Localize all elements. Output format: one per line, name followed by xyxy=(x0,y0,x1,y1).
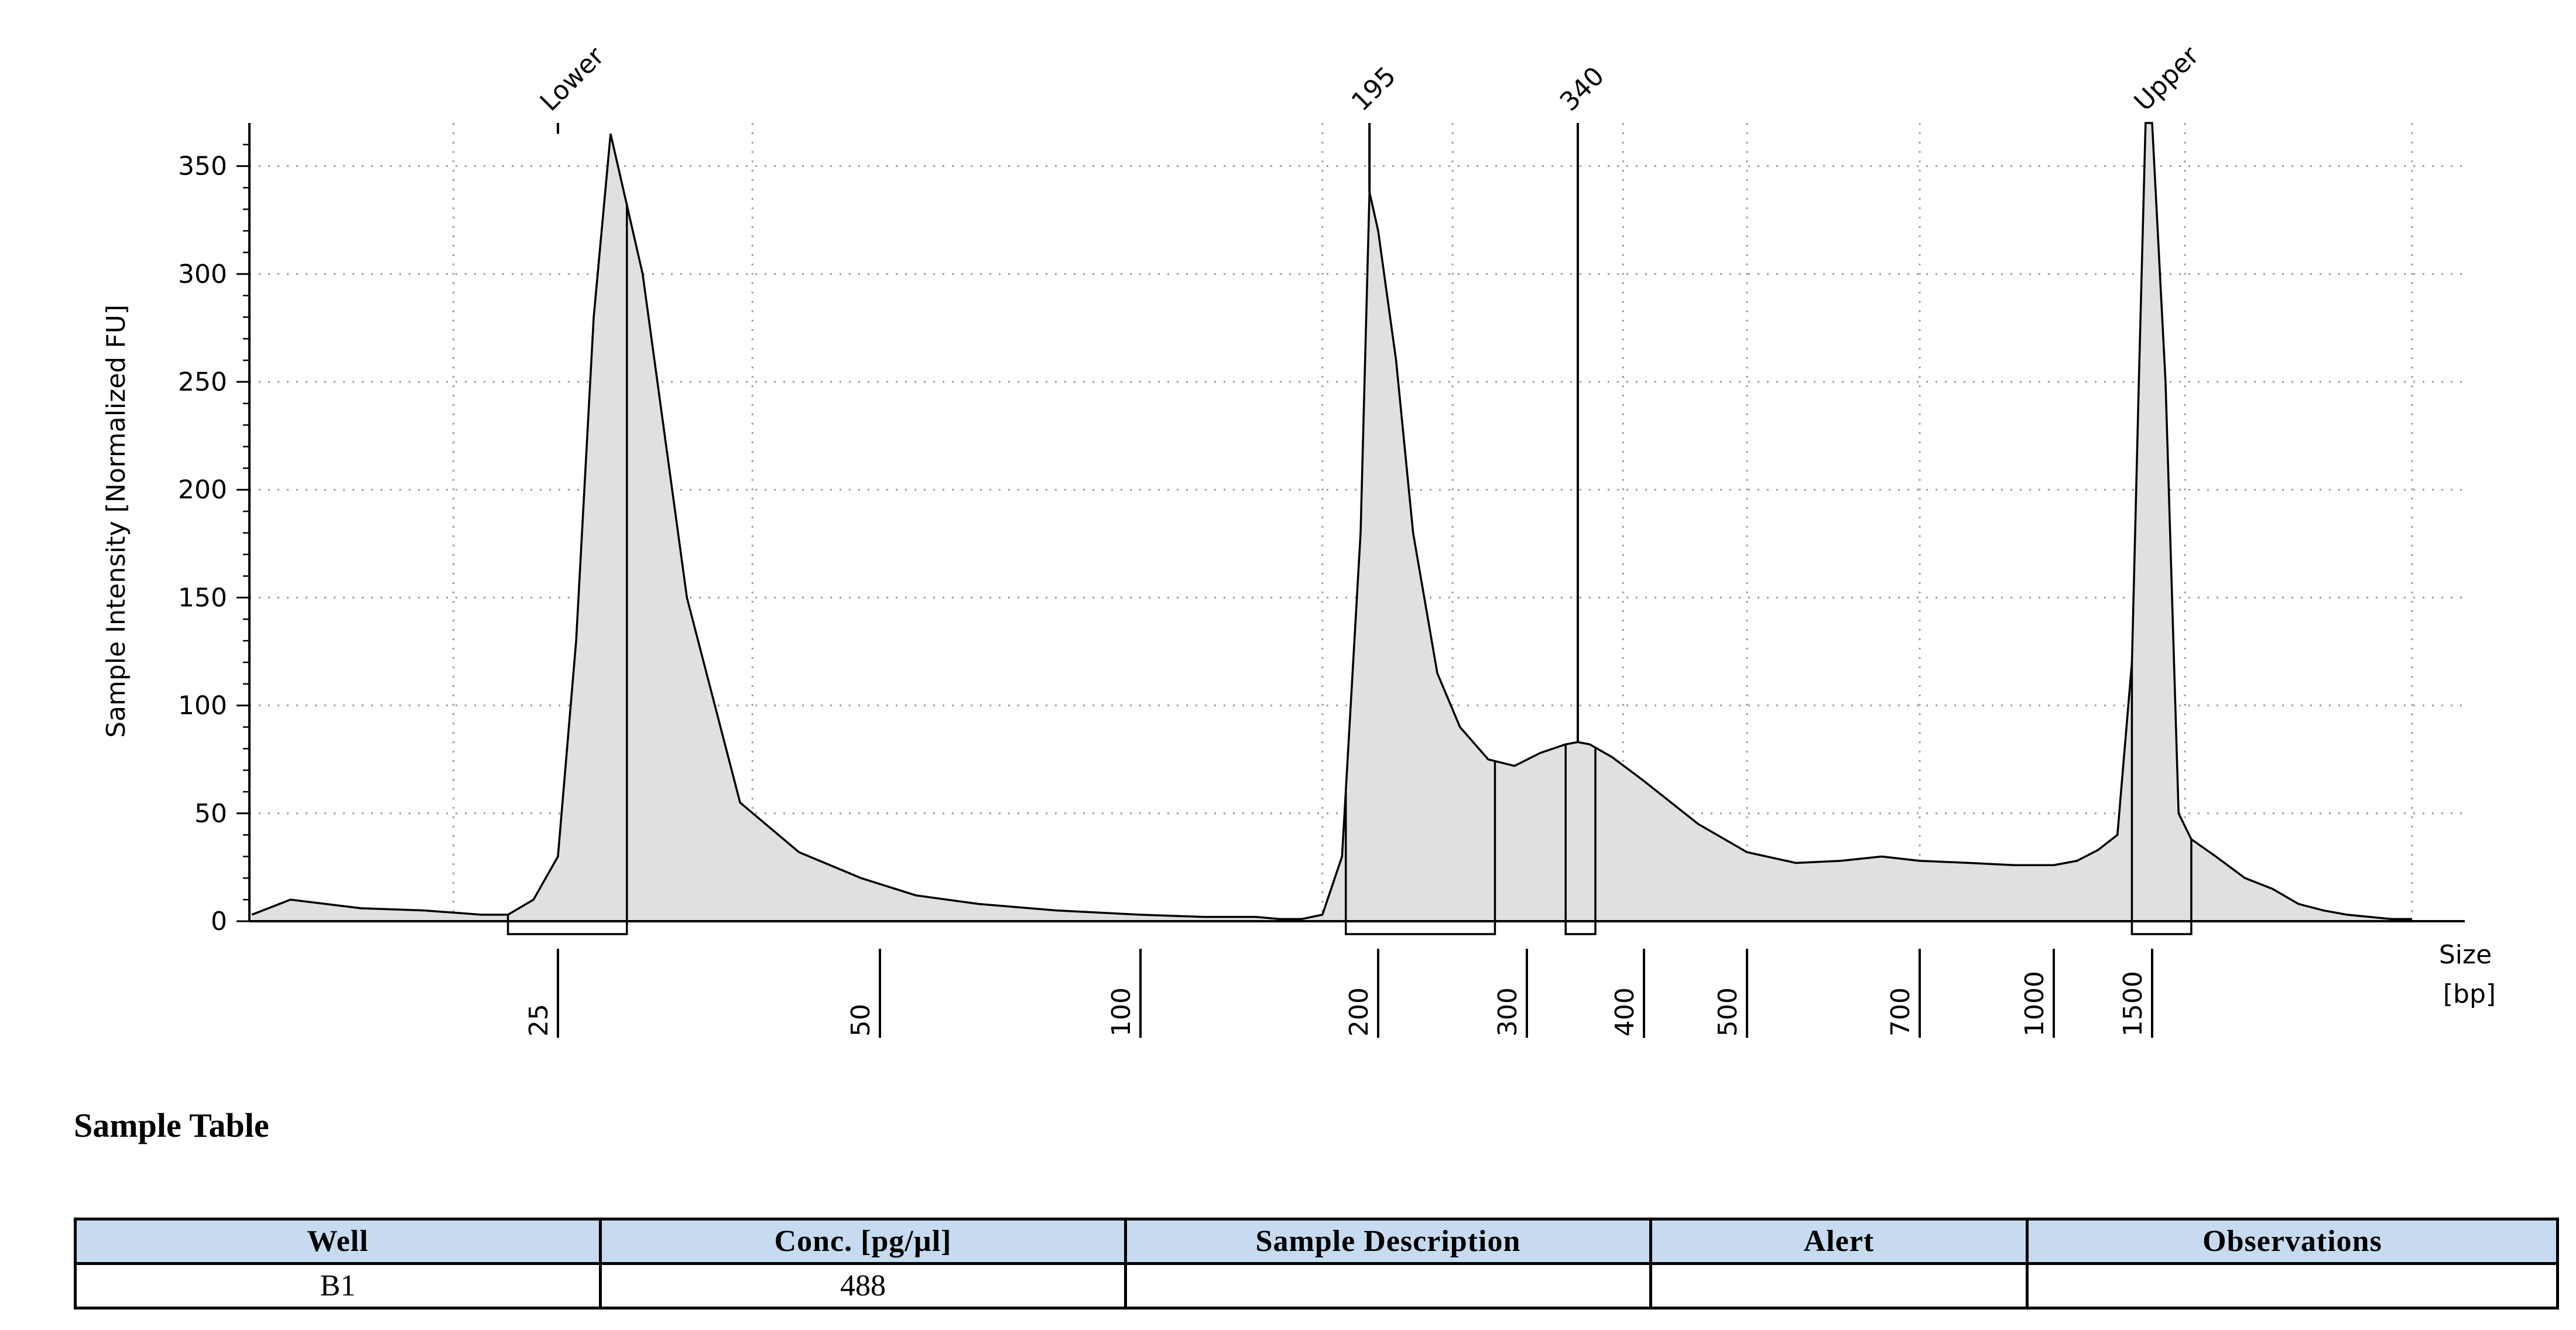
x-axis-label: Size [bp] xyxy=(2439,940,2500,1009)
peak-label: 340 xyxy=(1554,61,1610,117)
column-header-concentration: Conc. [pg/µl] xyxy=(599,1218,1127,1265)
sample-table-header-row: Well Conc. [pg/µl] Sample Description Al… xyxy=(74,1218,2559,1265)
y-tick-label: 150 xyxy=(178,583,227,613)
integration-window xyxy=(1345,761,1496,935)
x-axis-label-line-2: [bp] xyxy=(2443,979,2496,1009)
x-tick-label: 500 xyxy=(1713,987,1743,1037)
x-tick-label: 200 xyxy=(1344,987,1374,1037)
column-header-well: Well xyxy=(74,1218,602,1265)
trace-area-fill xyxy=(252,123,2412,921)
x-tick-label: 400 xyxy=(1610,987,1640,1037)
gridlines xyxy=(249,123,2465,921)
column-header-sample-description: Sample Description xyxy=(1124,1218,1652,1265)
column-header-observations: Observations xyxy=(2026,1218,2559,1265)
table-row: B1 488 xyxy=(74,1262,2559,1310)
y-axis-label: Sample Intensity [Normalized FU] xyxy=(101,305,131,738)
integration-window xyxy=(1564,744,1597,935)
cell-sample-description xyxy=(1124,1262,1652,1310)
x-tick-label: 1000 xyxy=(2020,971,2050,1037)
cell-concentration: 488 xyxy=(599,1262,1127,1310)
peak-integration-windows xyxy=(506,204,2193,935)
cell-well: B1 xyxy=(74,1262,602,1310)
integration-window xyxy=(506,204,628,935)
sample-table-heading: Sample Table xyxy=(74,1106,269,1144)
trace-line xyxy=(251,122,2412,921)
y-tick-label: 250 xyxy=(178,367,227,397)
peak-label: Lower xyxy=(535,41,611,117)
x-tick-label: 300 xyxy=(1493,987,1523,1037)
cell-observations xyxy=(2026,1262,2559,1310)
x-axis-label-line-1: Size xyxy=(2439,940,2492,970)
sample-table: Well Conc. [pg/µl] Sample Description Al… xyxy=(74,1218,2559,1310)
y-tick-label: 100 xyxy=(178,691,227,721)
x-tick-label: 50 xyxy=(846,1004,876,1037)
integration-window xyxy=(2130,662,2193,935)
cell-alert xyxy=(1649,1262,2029,1310)
y-tick-label: 200 xyxy=(178,475,227,505)
axes: 0 50 100 150 200 250 300 350 25 50 100 200 300 400 500… xyxy=(178,123,2465,1038)
y-tick-label: 0 xyxy=(211,907,227,936)
electropherogram-chart: Lower 195 340 Upper 0 50 100 150 200 250 300 350 25… xyxy=(101,40,2500,1038)
y-tick-label: 350 xyxy=(178,152,227,182)
x-tick-label: 25 xyxy=(524,1004,554,1037)
x-tick-label: 700 xyxy=(1886,987,1916,1037)
peak-label: Upper xyxy=(2129,40,2205,117)
y-tick-label: 50 xyxy=(194,799,227,829)
peak-label: 195 xyxy=(1346,61,1402,117)
y-tick-label: 300 xyxy=(178,259,227,289)
x-tick-label: 1500 xyxy=(2118,971,2148,1037)
x-tick-label: 100 xyxy=(1107,987,1136,1037)
column-header-alert: Alert xyxy=(1649,1218,2029,1265)
